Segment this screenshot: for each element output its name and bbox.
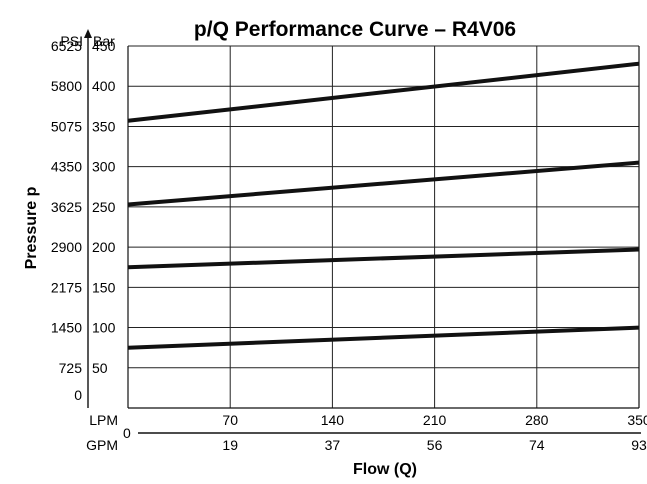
series-line: [127, 325, 640, 350]
x-tick-label-lpm: 280: [525, 412, 549, 428]
series-lines: [127, 61, 640, 350]
y-tick-label-psi: 5075: [51, 118, 82, 134]
y-tick-label-bar: 400: [92, 78, 116, 94]
bar-unit-label: Bar: [93, 33, 115, 49]
x-tick-label-lpm: 350: [627, 412, 647, 428]
y-tick-label-psi: 2900: [51, 239, 82, 255]
series-line: [127, 61, 640, 123]
x-tick-label-lpm: 210: [423, 412, 447, 428]
y-tick-label-bar: 150: [92, 279, 116, 295]
x-axis-label: Flow (Q): [353, 461, 417, 478]
y-tick-label-bar: 300: [92, 159, 116, 175]
x-tick-labels: 70 140 210 280 350 19 37 56 74 93 0: [123, 412, 647, 453]
y-tick-label-psi: 1450: [51, 320, 82, 336]
y-axis-label: Pressure p: [23, 186, 40, 269]
x-tick-label-gpm: 56: [427, 437, 443, 453]
y-tick-labels: 50 100 150 200 250 300 350 400 450 0 725 1450 2175 29…: [51, 38, 116, 403]
y-tick-label-psi: 4350: [51, 159, 82, 175]
y-axis-arrow: [84, 29, 92, 38]
y-tick-label-bar: 350: [92, 118, 116, 134]
y-tick-label-bar: 100: [92, 320, 116, 336]
y-tick-label-bar: 450: [92, 38, 116, 54]
gpm-unit-label: GPM: [86, 437, 118, 453]
y-tick-label-psi: 3625: [51, 199, 82, 215]
x-tick-label-lpm: 70: [222, 412, 238, 428]
y-tick-label-psi: 0: [74, 387, 82, 403]
y-tick-label-bar: 50: [92, 360, 108, 376]
psi-unit-label: PSI: [60, 33, 83, 49]
x-tick-label-origin: 0: [123, 425, 131, 441]
y-tick-label-psi: 6525: [51, 38, 82, 54]
series-line: [127, 247, 640, 270]
y-tick-label-psi: 5800: [51, 78, 82, 94]
lpm-unit-label: LPM: [89, 412, 118, 428]
y-tick-label-psi: 725: [59, 360, 83, 376]
x-tick-label-gpm: 37: [325, 437, 341, 453]
y-tick-label-bar: 250: [92, 199, 116, 215]
series-line: [127, 160, 640, 207]
x-tick-label-gpm: 74: [529, 437, 545, 453]
chart-title: p/Q Performance Curve – R4V06: [194, 18, 516, 41]
grid: [127, 45, 640, 408]
y-tick-label-psi: 2175: [51, 279, 82, 295]
x-tick-label-lpm: 140: [321, 412, 345, 428]
x-tick-label-gpm: 93: [631, 437, 647, 453]
y-tick-label-bar: 200: [92, 239, 116, 255]
axes: [84, 29, 641, 434]
x-tick-label-gpm: 19: [222, 437, 238, 453]
